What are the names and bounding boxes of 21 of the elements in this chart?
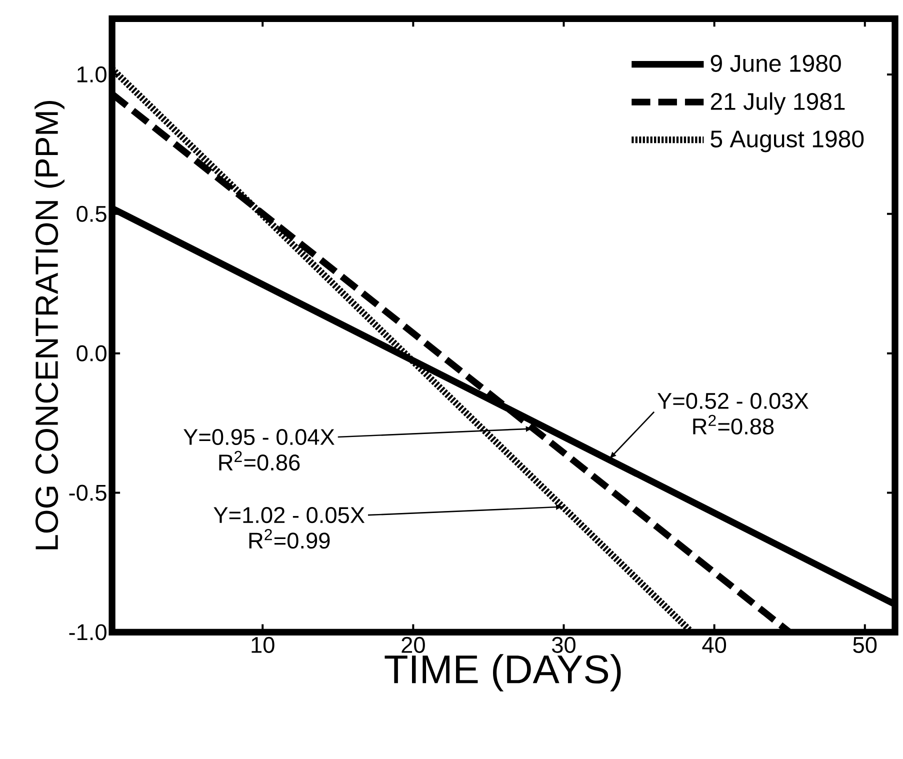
- annotation: Y=0.52 - 0.03X: [658, 392, 808, 410]
- x-tick-label: 20: [402, 636, 425, 654]
- annotation: R$^{2}$=0.86: [219, 450, 300, 471]
- legend-label: 21 July 1981: [710, 92, 845, 115]
- y-axis-title: LOG CONCENTRATION (PPM): [34, 101, 64, 550]
- annotation: R$^{2}$=0.88: [693, 414, 774, 435]
- annotation: Y=0.95 - 0.04X: [184, 429, 334, 446]
- y-tick-label: -0.5: [69, 484, 106, 501]
- x-tick-label: 40: [702, 636, 726, 654]
- y-tick-label: 0.0: [76, 345, 106, 362]
- legend-label: 9 June 1980: [710, 54, 841, 72]
- x-axis-title: TIME (DAYS): [384, 654, 621, 692]
- annotation: R$^{2}$=0.99: [249, 529, 330, 549]
- y-tick-label: 1.0: [78, 66, 106, 83]
- legend-label: 5 August 1980: [710, 130, 864, 152]
- x-tick-label: 30: [552, 636, 576, 654]
- x-tick-label: 10: [252, 636, 274, 654]
- annotation: Y=1.02 - 0.05X: [214, 507, 365, 524]
- y-tick-label: 0.5: [76, 206, 106, 222]
- x-tick-label: 50: [853, 636, 877, 654]
- y-tick-label: -1.0: [69, 624, 106, 640]
